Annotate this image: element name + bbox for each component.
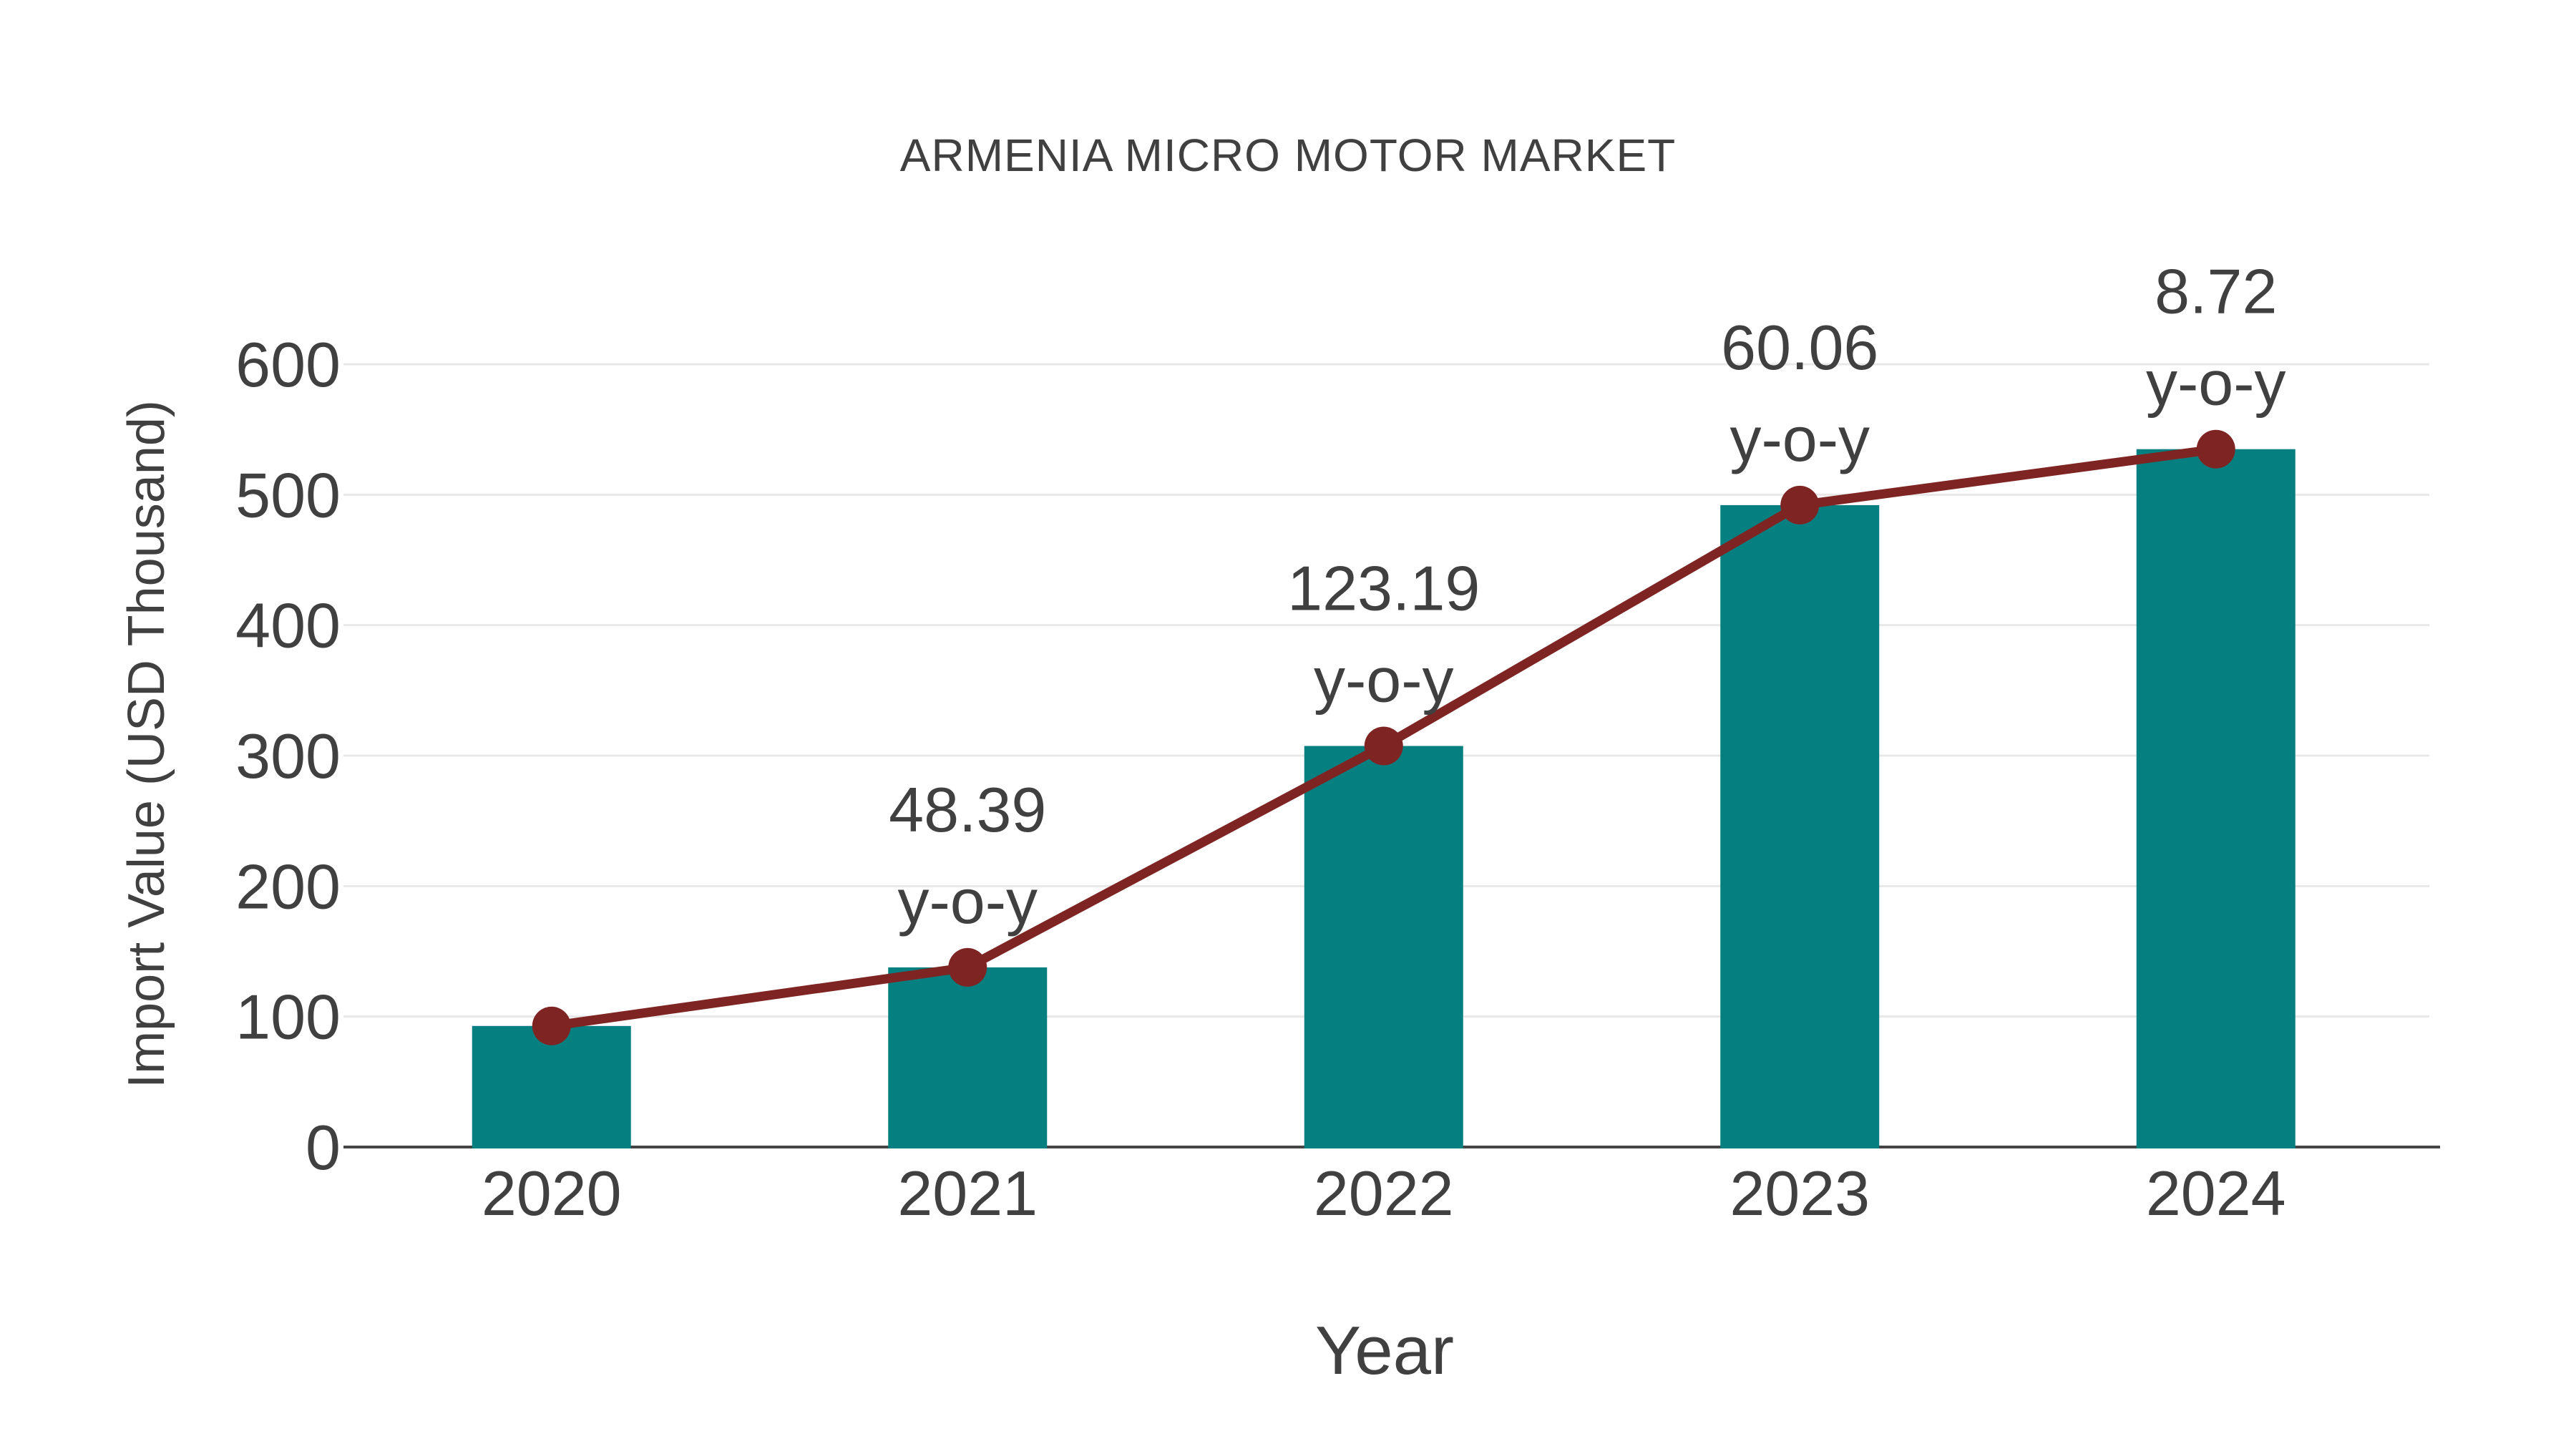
annotation-yoy-label-2022: y-o-y — [1314, 645, 1454, 716]
annotation-yoy-value-2022: 123.19 — [1287, 553, 1480, 624]
y-tick-label: 600 — [235, 329, 341, 400]
bar-2022[interactable] — [1304, 746, 1463, 1148]
y-tick-label: 300 — [235, 721, 341, 791]
annotation-yoy-label-2024: y-o-y — [2146, 348, 2286, 419]
bar-2024[interactable] — [2136, 449, 2296, 1148]
x-tick-label: 2024 — [2146, 1158, 2286, 1229]
y-tick-label: 400 — [235, 590, 341, 661]
x-tick-label: 2020 — [482, 1158, 622, 1229]
annotation-yoy-value-2024: 8.72 — [2155, 256, 2277, 327]
bar-2020[interactable] — [472, 1025, 631, 1148]
x-tick-label: 2022 — [1314, 1158, 1454, 1229]
annotation-yoy-value-2021: 48.39 — [889, 774, 1046, 845]
trend-marker-2020[interactable] — [532, 1006, 571, 1045]
x-tick-label: 2023 — [1729, 1158, 1870, 1229]
annotation-yoy-value-2023: 60.06 — [1721, 312, 1878, 383]
chart-title: ARMENIA MICRO MOTOR MARKET — [899, 130, 1677, 181]
annotation-yoy-label-2021: y-o-y — [897, 866, 1038, 937]
x-tick-label: 2021 — [897, 1158, 1038, 1229]
x-axis-title: Year — [1315, 1312, 1454, 1389]
bar-2021[interactable] — [888, 967, 1048, 1148]
y-tick-label: 500 — [235, 459, 341, 530]
bar-2023[interactable] — [1720, 504, 1880, 1148]
trend-marker-2022[interactable] — [1364, 726, 1403, 766]
trend-marker-2021[interactable] — [948, 947, 987, 987]
y-tick-label: 100 — [235, 982, 341, 1053]
trend-marker-2024[interactable] — [2196, 429, 2235, 469]
trend-marker-2023[interactable] — [1780, 485, 1820, 525]
y-tick-label: 0 — [306, 1112, 341, 1183]
y-tick-label: 200 — [235, 851, 341, 922]
annotation-yoy-label-2023: y-o-y — [1729, 404, 1870, 474]
